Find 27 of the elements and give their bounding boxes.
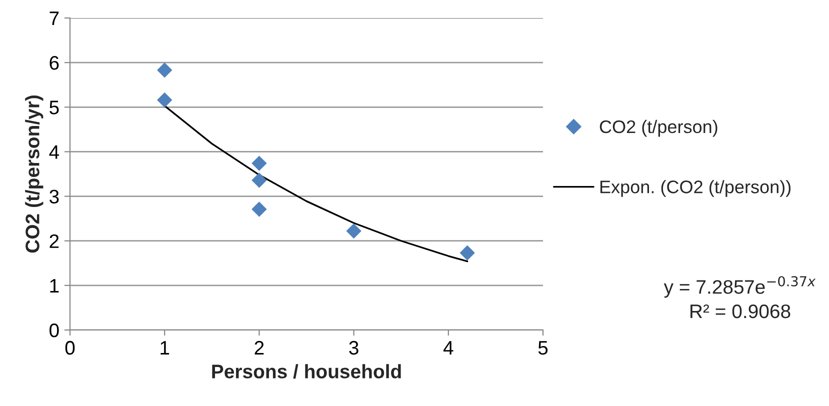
point [156, 92, 172, 108]
y-tick-label: 7 [50, 12, 59, 26]
legend-label: Expon. (CO2 (t/person)) [600, 180, 791, 197]
x-tick-label: 1 [160, 341, 170, 355]
x-axis-title: Persons / household [212, 364, 401, 379]
point [346, 223, 362, 239]
point [156, 62, 172, 78]
y-axis-title: CO2 (t/person/yr) [25, 96, 44, 253]
point [252, 156, 267, 171]
y-tick-label: 6 [50, 56, 59, 70]
y-tick-label: 2 [50, 234, 59, 248]
x-tick-label: 3 [349, 340, 358, 355]
x-tick-label: 4 [443, 341, 454, 355]
y-tick-label: 5 [50, 100, 59, 114]
x-tick-label: 5 [538, 341, 548, 355]
text: R² = 0.9068 [690, 304, 790, 318]
y-tick-label: 0 [50, 323, 59, 338]
text: y = 7.2857e$^{−0.37x}$ [664, 276, 816, 298]
x-tick-label: 2 [254, 340, 264, 355]
point [252, 172, 267, 188]
point [460, 245, 475, 260]
y-tick-label: 4 [49, 145, 60, 159]
legend-label: CO2 (t/person) [600, 120, 718, 137]
y-tick-label: 1 [50, 279, 59, 292]
point [252, 202, 267, 217]
x-tick-label: 0 [65, 340, 75, 355]
y-tick-label: 3 [50, 190, 59, 204]
